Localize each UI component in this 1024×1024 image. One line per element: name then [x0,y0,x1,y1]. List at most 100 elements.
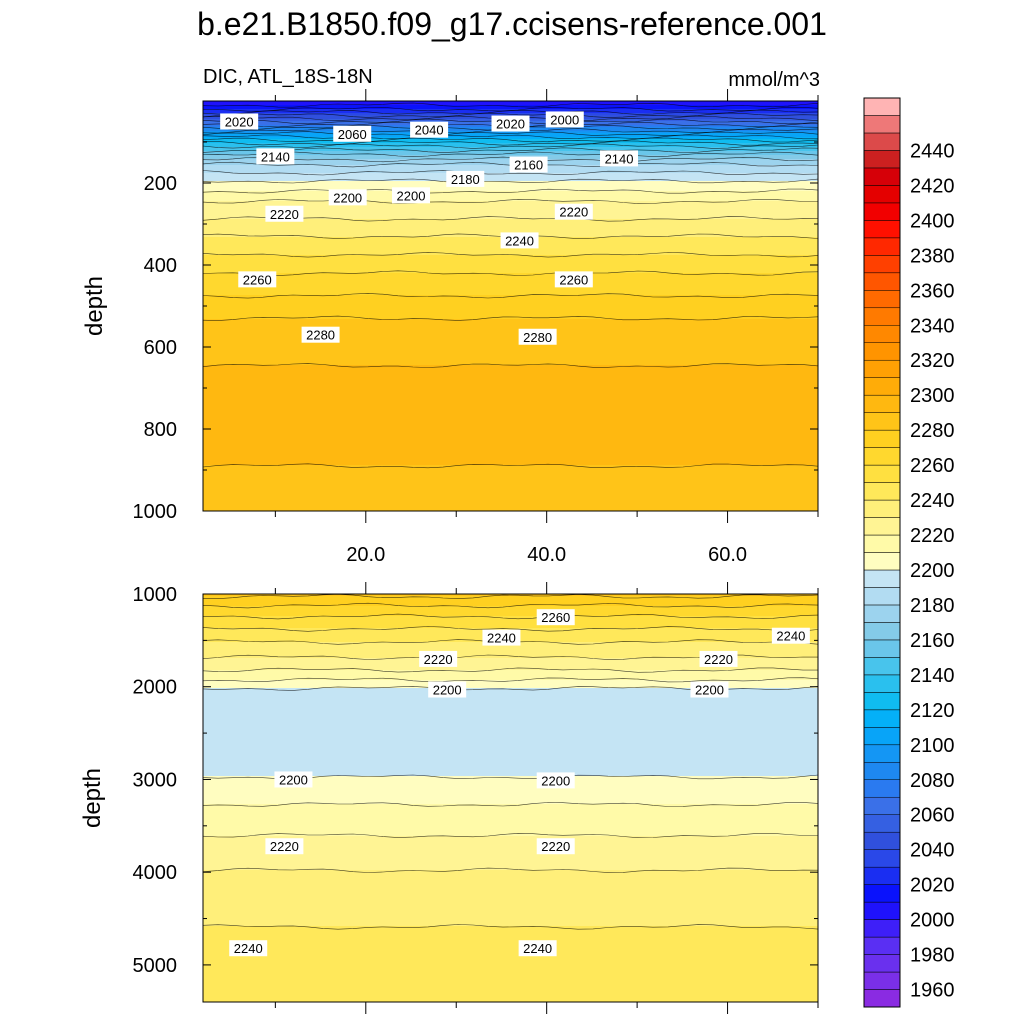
lower-fill-band [203,836,818,839]
lower-y-tick-label: 3000 [133,769,178,791]
lower-fill-band [203,900,818,903]
lower-fill-band [203,780,818,783]
chart-subtitle-left: DIC, ATL_18S-18N [203,66,373,88]
lower-fill-band [203,726,818,729]
lower-fill-band [203,878,818,881]
lower-fill-band [203,908,818,911]
lower-contour-line [202,613,819,620]
upper-fill-band [203,101,818,104]
upper-fill-band [203,267,818,270]
upper-fill-band [203,193,818,196]
colorbar-segment [863,709,901,728]
upper-fill-band [203,195,818,198]
lower-fill-band [203,624,818,627]
upper-y-tick-label: 400 [144,255,177,277]
upper-fill-band [203,451,818,454]
colorbar-segment [863,779,901,798]
upper-fill-band [203,311,818,314]
upper-fill-band [203,439,818,442]
lower-fill-band [203,610,818,613]
colorbar-segment [863,936,901,955]
lower-fill-band [203,730,818,733]
upper-fill-band [203,467,818,470]
upper-contour-label: 2220 [270,207,299,222]
upper-fill-band [203,485,818,488]
lower-fill-band [203,838,818,841]
upper-contour-line [202,147,819,153]
upper-fill-band [203,211,818,214]
lower-fill-band [203,742,818,745]
colorbar-tick-label: 2380 [910,245,955,267]
upper-contour-label: 2000 [550,112,579,127]
upper-contour-label: 2180 [451,172,480,187]
upper-fill-band [203,349,818,352]
upper-fill-band [203,497,818,500]
upper-fill-band [203,389,818,392]
lower-fill-band [203,792,818,795]
lower-fill-band [203,822,818,825]
colorbar-segment [863,377,901,396]
lower-fill-band [203,770,818,773]
lower-y-tick-label: 2000 [133,677,178,699]
upper-fill-band [203,153,818,156]
upper-fill-band [203,481,818,484]
lower-fill-band [203,850,818,853]
lower-fill-band [203,702,818,705]
colorbar-segment [863,849,901,868]
colorbar-tick-label: 2360 [910,280,955,302]
colorbar-segment [863,796,901,815]
upper-fill-band [203,297,818,300]
lower-fill-band [203,716,818,719]
lower-fill-band [203,724,818,727]
upper-fill-band [203,357,818,360]
colorbar-tick-label: 2240 [910,490,955,512]
upper-contour-line [202,151,819,158]
colorbar-segment [863,971,901,990]
upper-fill-band [203,207,818,210]
colorbar-segment [863,359,901,378]
lower-fill-band [203,736,818,739]
upper-contour-label: 2020 [225,115,254,130]
colorbar-segment [863,569,901,588]
lower-fill-band [203,800,818,803]
upper-fill-band [203,187,818,190]
lower-fill-band [203,866,818,869]
colorbar-segment [863,517,901,536]
lower-fill-band [203,842,818,845]
upper-fill-band [203,461,818,464]
upper-fill-band [203,151,818,154]
upper-fill-band [203,321,818,324]
lower-contour-line [202,867,819,873]
colorbar-segment [863,989,901,1008]
lower-fill-band [203,992,818,995]
lower-fill-band [203,984,818,987]
upper-contour-label: 2020 [496,117,525,132]
upper-fill-band [203,341,818,344]
lower-fill-band [203,734,818,737]
colorbar-tick-label: 2200 [910,560,955,582]
lower-fill-band [203,654,818,657]
lower-fill-band [203,946,818,949]
upper-fill-band [203,227,818,230]
lower-depth-panel: 2260 2240 2240 2220 2220 2200 2200 2200 2200 2220… [79,582,819,1014]
upper-fill-band [203,363,818,366]
colorbar: 1960 1980 2000 2020 2040 2060 2080 2100 2120 2140… [863,97,955,1008]
lower-fill-band [203,766,818,769]
upper-fill-band [203,181,818,184]
lower-fill-band [203,972,818,975]
upper-fill-band [203,335,818,338]
upper-fill-band [203,459,818,462]
lower-fill-band [203,864,818,867]
upper-contour-line [202,315,819,321]
upper-fill-band [203,507,818,510]
lower-fill-band [203,928,818,931]
lower-fill-band [203,960,818,963]
upper-fill-band [203,283,818,286]
colorbar-tick-label: 1980 [910,945,955,967]
upper-fill-band [203,327,818,330]
upper-fill-band [203,273,818,276]
lower-fill-band [203,732,818,735]
upper-fill-band [203,313,818,316]
lower-y-tick-label: 4000 [133,862,178,884]
